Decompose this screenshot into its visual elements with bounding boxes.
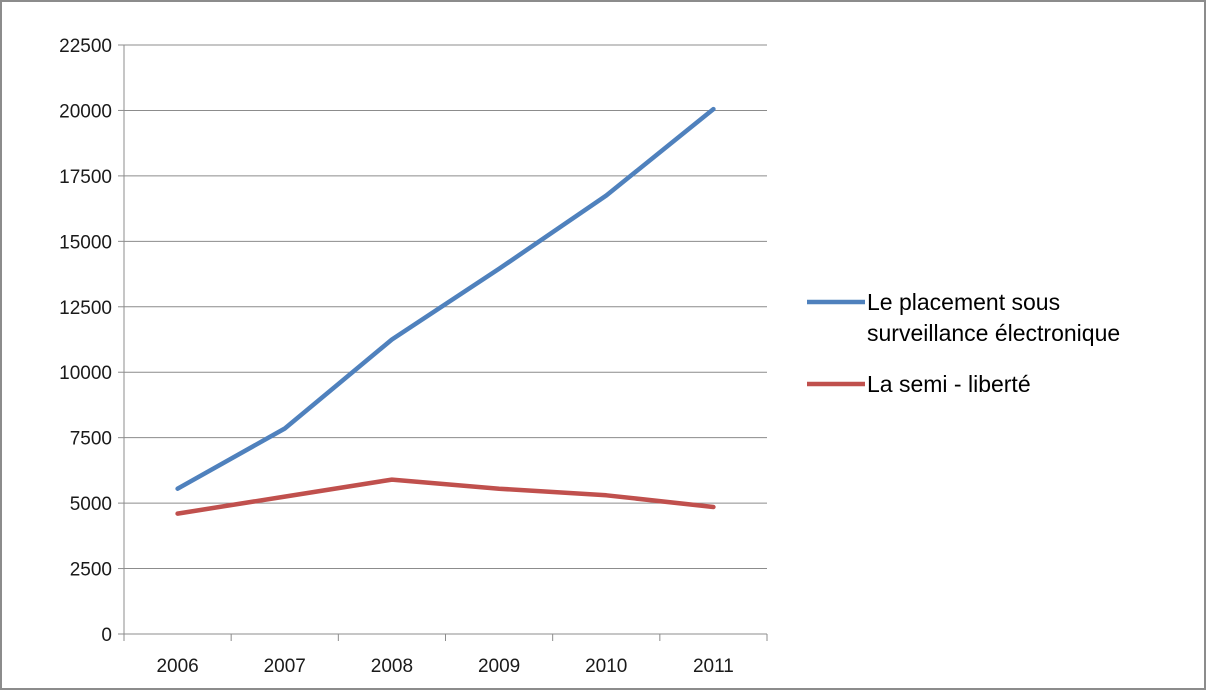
y-tick-label: 17500	[59, 167, 112, 188]
y-tick-label: 5000	[70, 494, 112, 515]
x-tick-label: 2010	[585, 656, 627, 677]
x-tick-label: 2006	[156, 656, 198, 677]
y-tick-label: 15000	[59, 232, 112, 253]
x-tick-label: 2007	[264, 656, 306, 677]
y-tick-label: 2500	[70, 560, 112, 581]
y-axis-tick-labels: 0 2500 5000 7500 10000 12500 15000 17500 20000 22…	[59, 36, 112, 646]
x-tick-label: 2011	[693, 656, 734, 677]
axes	[118, 44, 768, 641]
y-tick-label: 12500	[59, 298, 112, 319]
series-line-0	[175, 106, 716, 491]
series-line-1	[175, 477, 716, 516]
x-axis-tick-labels: 2006 2007 2008 2009 2010 2011	[156, 656, 733, 677]
y-tick-label: 20000	[59, 101, 112, 122]
y-tick-label: 22500	[59, 36, 112, 57]
y-tick-label: 7500	[70, 429, 112, 450]
legend-label-1: La semi - liberté	[867, 371, 1031, 397]
y-tick-label: 0	[101, 625, 112, 646]
series-lines	[175, 106, 716, 516]
legend: Le placement sous surveillance électroniq…	[807, 289, 1120, 397]
y-tick-label: 10000	[59, 363, 112, 384]
x-tick-label: 2009	[478, 656, 520, 677]
x-tick-label: 2008	[371, 656, 413, 677]
legend-label-0: Le placement sous surveillance électroniq…	[867, 289, 1120, 346]
